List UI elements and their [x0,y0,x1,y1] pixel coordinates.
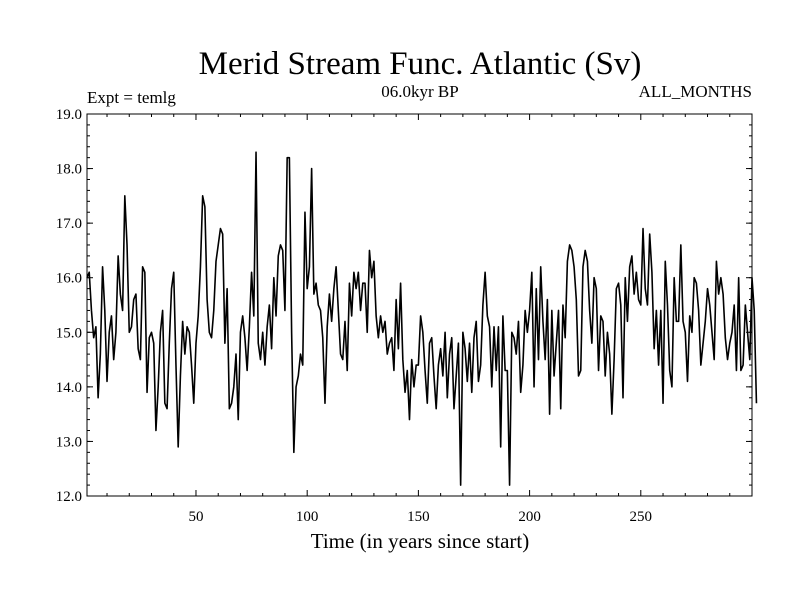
y-tick-label: 17.0 [56,216,82,232]
x-tick-label: 250 [630,509,653,525]
chart-subtitle: 06.0kyr BP [381,82,458,101]
x-tick-label: 50 [188,509,203,525]
series-layer [86,151,758,486]
experiment-label: Expt = temlg [87,88,176,107]
y-tick-label: 18.0 [56,162,82,178]
y-tick-label: 13.0 [56,434,82,450]
chart-title: Merid Stream Func. Atlantic (Sv) [199,46,642,82]
y-tick-label: 15.0 [56,325,82,341]
x-tick-label: 200 [518,509,541,525]
x-axis-label: Time (in years since start) [311,529,530,553]
x-axis: 50 100 150 200 250 [106,114,731,525]
y-tick-label: 19.0 [56,107,82,123]
y-tick-label: 16.0 [56,271,82,287]
series-line [86,151,758,486]
x-tick-label: 100 [296,509,319,525]
y-tick-label: 14.0 [56,380,82,396]
y-axis: 12.0 13.0 14.0 15.0 16.0 17.0 18.0 19.0 [56,107,752,505]
x-tick-label: 150 [407,509,430,525]
months-label: ALL_MONTHS [639,82,752,101]
y-tick-label: 12.0 [56,489,82,505]
